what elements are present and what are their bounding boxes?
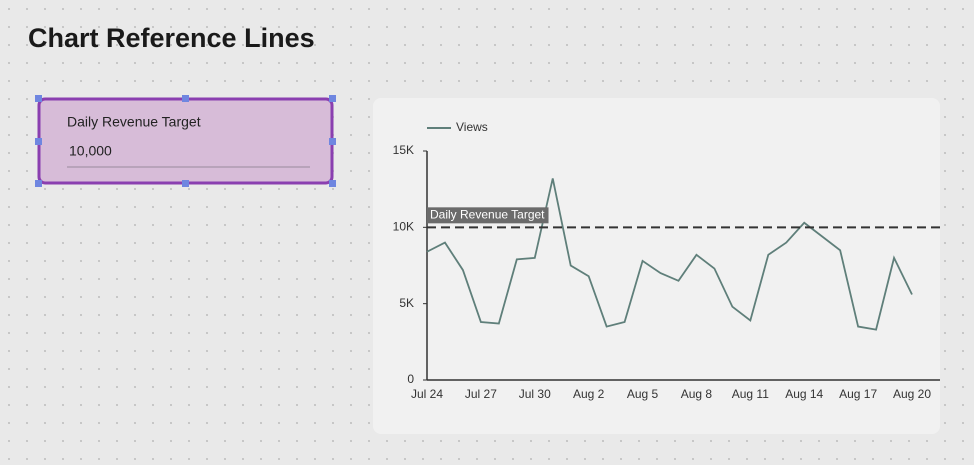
x-tick-label: Aug 14 [785,387,823,401]
x-tick-label: Aug 20 [893,387,931,401]
x-tick-label: Jul 24 [411,387,443,401]
reference-label: Daily Revenue Target [430,208,545,222]
chart: 0 5K 10K 15K Jul 24 Jul 27 Jul 30 Aug 2 Aug 5 Aug… [393,120,940,401]
y-tick-label: 10K [393,220,414,234]
x-tick-label: Aug 11 [732,387,769,401]
x-tick-label: Aug 8 [681,387,713,401]
reference-label-bg [427,207,549,224]
y-tick-label: 0 [407,372,414,386]
x-tick-label: Aug 2 [573,387,605,401]
legend-label: Views [456,120,488,134]
y-tick-label: 15K [393,143,414,157]
control-label: Daily Revenue Target [67,114,201,130]
x-tick-label: Jul 27 [465,387,497,401]
page-title: Chart Reference Lines [28,23,315,53]
control-box[interactable] [37,97,334,185]
x-tick-label: Aug 17 [839,387,877,401]
handles [35,95,336,187]
x-tick-label: Jul 30 [519,387,551,401]
y-tick-label: 5K [399,296,414,310]
control[interactable]: Daily Revenue Target 10,000 [35,95,336,187]
control-value[interactable]: 10,000 [69,143,112,159]
x-tick-label: Aug 5 [627,387,659,401]
chart-card [373,98,940,434]
series-line [426,178,913,331]
